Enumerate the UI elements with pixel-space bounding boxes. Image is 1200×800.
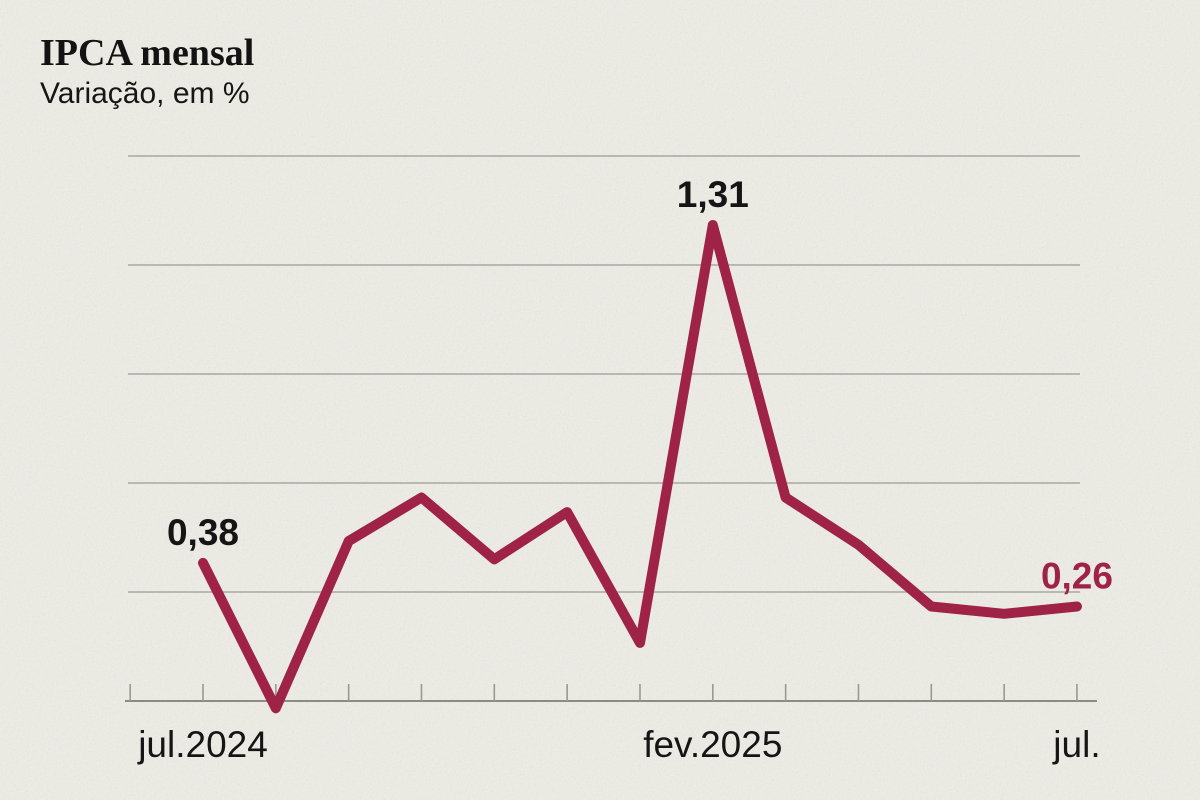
x-axis-label: fev.2025 <box>643 724 782 765</box>
chart-subtitle: Variação, em % <box>40 76 250 110</box>
series-line <box>198 220 1082 714</box>
chart-header: IPCA mensal Variação, em % <box>40 32 255 110</box>
value-label: 0,38 <box>167 512 239 553</box>
x-axis-label: jul. <box>1052 724 1100 765</box>
value-labels: 0,38 1,31 0,26 <box>167 174 1113 596</box>
value-label: 1,31 <box>677 174 749 215</box>
value-label: 0,26 <box>1041 556 1113 597</box>
chart-title: IPCA mensal <box>40 32 255 74</box>
gridlines <box>128 155 1080 593</box>
data-line <box>198 220 1082 714</box>
x-axis-label: jul.2024 <box>137 724 268 765</box>
x-axis-labels: jul.2024 fev.2025 jul. <box>137 724 1100 765</box>
